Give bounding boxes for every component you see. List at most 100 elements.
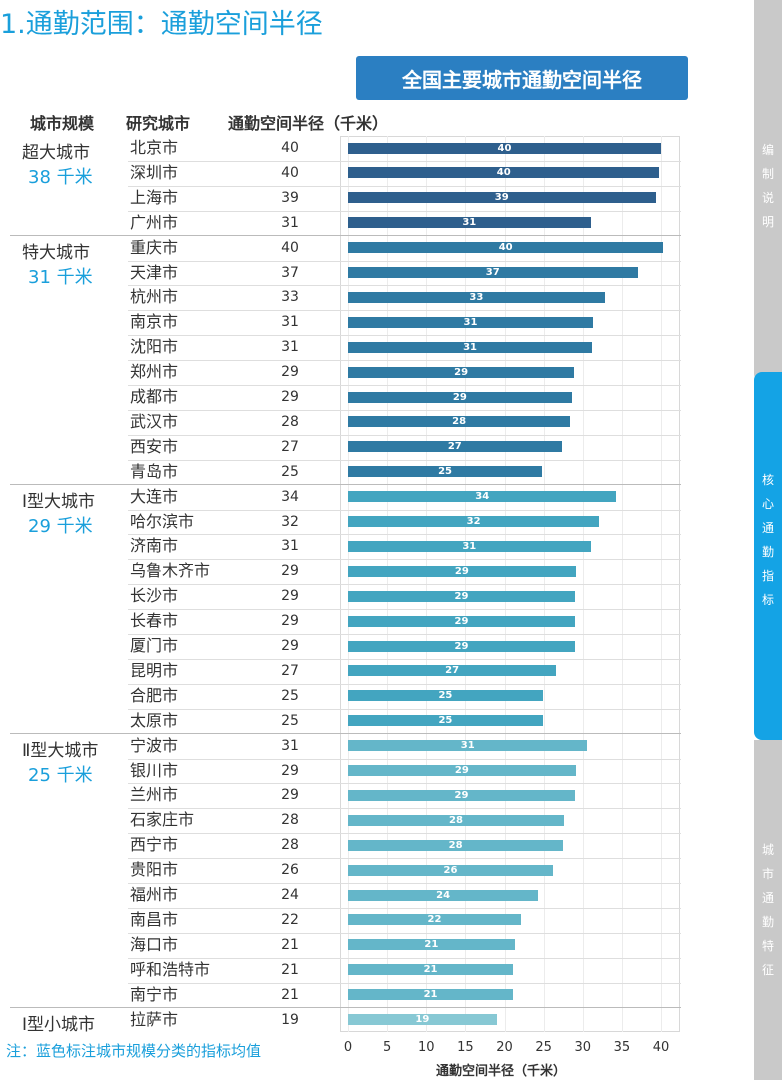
gridline — [465, 136, 467, 1032]
city-value: 24 — [281, 887, 299, 903]
sidebar-tab-bottom[interactable]: 城市通勤特征 — [754, 740, 782, 1080]
group-label: 超大城市 — [22, 143, 90, 163]
city-name: 哈尔滨市 — [130, 511, 195, 531]
city-value: 21 — [281, 986, 299, 1003]
bar[interactable] — [348, 167, 660, 179]
gridline — [661, 136, 662, 1032]
city-name: 杭州市 — [130, 287, 179, 307]
bar[interactable] — [348, 291, 605, 303]
group-average: 38 千米 — [28, 167, 93, 188]
city-value: 28 — [281, 812, 299, 829]
bar[interactable] — [348, 615, 575, 627]
city-value: 28 — [281, 837, 299, 854]
sidebar-tab-middle[interactable]: 核心通勤指标 — [754, 372, 782, 740]
bar[interactable] — [348, 989, 514, 1001]
city-value: 19 — [281, 1011, 299, 1028]
bar-value-label: 29 — [454, 765, 469, 776]
city-name: 郑州市 — [130, 362, 179, 382]
group-divider — [10, 733, 681, 735]
sidebar-char: 勤 — [761, 545, 774, 559]
gridline — [504, 136, 506, 1032]
city-name: 大连市 — [130, 486, 179, 506]
x-tick-label: 30 — [574, 1040, 592, 1055]
sidebar-char: 城 — [761, 843, 774, 857]
bar[interactable] — [348, 316, 593, 328]
bar[interactable] — [348, 516, 600, 527]
bar[interactable] — [348, 889, 539, 901]
sidebar-char: 明 — [761, 215, 774, 229]
bar-value-label: 24 — [436, 889, 451, 901]
city-value: 27 — [281, 438, 299, 455]
bar[interactable] — [348, 242, 664, 254]
bar[interactable] — [348, 1014, 497, 1025]
bar[interactable] — [348, 864, 553, 876]
bar[interactable] — [348, 366, 575, 378]
city-value: 31 — [281, 339, 299, 356]
city-value: 21 — [281, 961, 299, 978]
bar[interactable] — [348, 964, 514, 976]
city-name: 福州市 — [130, 885, 179, 904]
bar[interactable] — [348, 715, 543, 727]
row-divider — [128, 210, 681, 212]
bar[interactable] — [348, 192, 656, 204]
bar[interactable] — [348, 267, 638, 278]
bar-value-label: 25 — [438, 690, 453, 702]
city-name: 拉萨市 — [130, 1009, 179, 1029]
chart-title: 全国主要城市通勤空间半径 — [356, 56, 688, 100]
bar[interactable] — [348, 341, 593, 353]
row-divider — [128, 160, 681, 162]
city-value: 29 — [281, 389, 299, 405]
bar[interactable] — [348, 814, 564, 826]
row-divider — [128, 335, 681, 337]
row-divider — [128, 907, 681, 909]
group-divider — [10, 1007, 681, 1008]
row-divider — [128, 310, 681, 312]
bar[interactable] — [348, 142, 661, 154]
city-value: 29 — [281, 613, 299, 630]
sidebar-char: 核 — [761, 473, 774, 487]
bar-value-label: 40 — [498, 242, 513, 254]
city-value: 26 — [281, 862, 299, 879]
bar[interactable] — [348, 839, 564, 851]
bar[interactable] — [348, 565, 576, 577]
bar-value-label: 26 — [443, 864, 458, 876]
city-value: 29 — [281, 787, 299, 804]
bar[interactable] — [348, 590, 575, 602]
bar[interactable] — [348, 491, 617, 503]
x-tick-label: 5 — [382, 1040, 392, 1055]
bar[interactable] — [348, 914, 521, 926]
bar[interactable] — [348, 640, 575, 652]
sidebar-char: 指 — [761, 569, 774, 583]
bar[interactable] — [348, 740, 588, 752]
city-name: 贵阳市 — [130, 860, 179, 880]
group-average: 29 千米 — [28, 515, 93, 537]
bar[interactable] — [348, 939, 515, 951]
bar-value-label: 21 — [424, 939, 439, 951]
row-divider — [128, 385, 681, 386]
city-value: 31 — [281, 737, 299, 754]
row-divider — [128, 360, 681, 362]
city-name: 昆明市 — [130, 660, 179, 680]
sidebar-char: 说 — [761, 191, 774, 205]
bar[interactable] — [348, 217, 591, 229]
bar[interactable] — [348, 789, 575, 801]
sidebar-tab-top[interactable]: 编制说明 — [754, 0, 782, 380]
x-tick-label: 35 — [613, 1040, 631, 1055]
city-name: 兰州市 — [130, 785, 179, 805]
bar-value-label: 31 — [463, 316, 478, 328]
bar[interactable] — [348, 416, 571, 428]
bar[interactable] — [348, 540, 591, 552]
city-name: 太原市 — [130, 710, 179, 730]
group-divider — [10, 484, 681, 486]
bar[interactable] — [348, 441, 562, 453]
bar[interactable] — [348, 391, 572, 403]
city-value: 22 — [281, 911, 299, 928]
bar[interactable] — [348, 765, 576, 776]
sidebar-char: 标 — [761, 593, 774, 607]
bar-value-label: 28 — [452, 416, 467, 428]
bar-value-label: 19 — [415, 1014, 430, 1025]
bar-value-label: 29 — [454, 640, 469, 652]
bar[interactable] — [348, 690, 543, 702]
bar[interactable] — [348, 665, 557, 677]
bar[interactable] — [348, 466, 543, 478]
